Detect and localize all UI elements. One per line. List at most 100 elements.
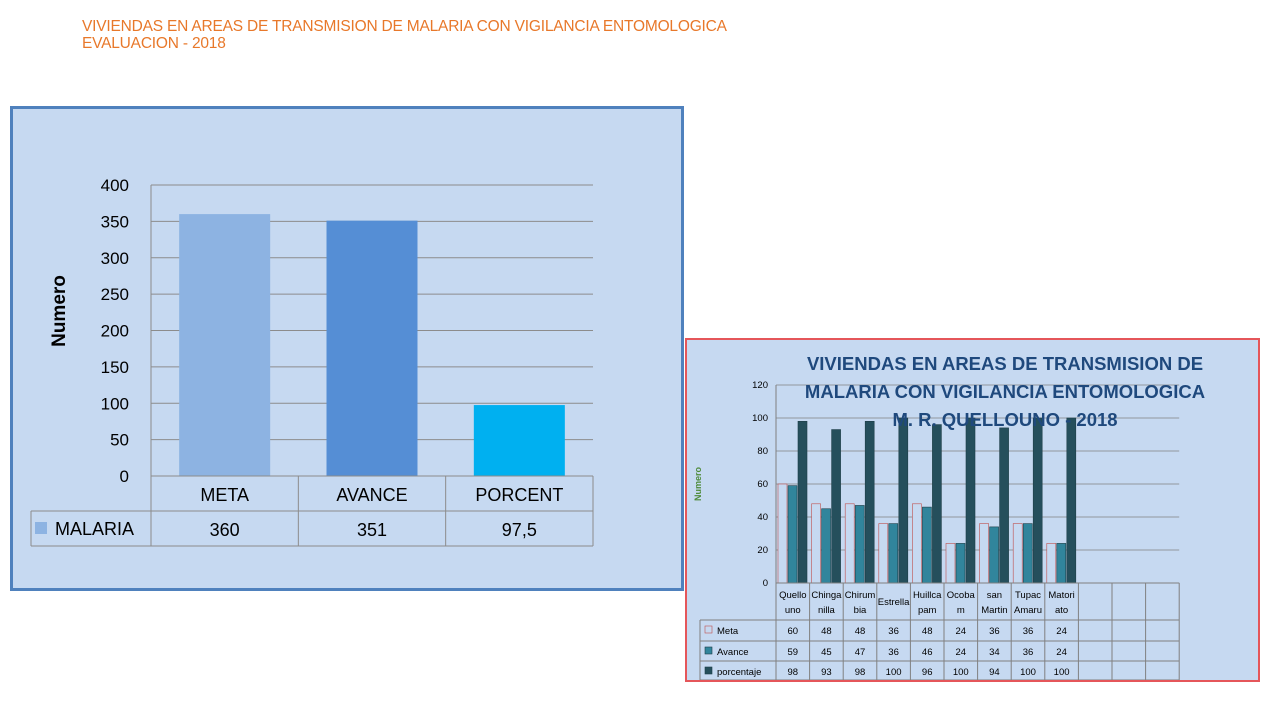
y-tick-label: 60 [757, 479, 768, 490]
y-tick-label: 400 [101, 176, 129, 195]
legend-swatch [704, 625, 713, 634]
data-table-value: 351 [357, 520, 387, 540]
category-label: PORCENT [475, 485, 563, 505]
bar [1012, 523, 1023, 584]
bar [945, 543, 956, 584]
bar [1032, 417, 1043, 584]
legend-swatch [704, 646, 713, 655]
data-table-value: 36 [888, 647, 899, 658]
bar [1046, 543, 1057, 584]
page-title-line-2: EVALUACION - 2018 [82, 35, 226, 52]
category-label: ato [1055, 605, 1068, 616]
data-table-value: 100 [1020, 667, 1036, 678]
y-tick-label: 150 [101, 358, 129, 377]
bar [1022, 523, 1033, 584]
bar [912, 503, 922, 584]
legend-label: MALARIA [55, 519, 134, 539]
y-axis-label: Numero [49, 275, 70, 347]
data-table-value: 24 [956, 626, 967, 637]
category-label: Martin [981, 605, 1007, 616]
data-table-value: 48 [855, 626, 866, 637]
bar [955, 543, 966, 584]
chart-title-line: VIVIENDAS EN AREAS DE TRANSMISION DE [807, 353, 1203, 374]
data-table-value: 100 [953, 667, 969, 678]
legend-swatch [35, 522, 47, 534]
category-label: Matori [1048, 590, 1074, 601]
data-table-value: 46 [922, 647, 933, 658]
malaria-summary-chart: 0 50 100 150 200 250 300 350 400 META AVANCE PORCEN… [30, 176, 594, 547]
y-axis-label: Numero [693, 467, 703, 502]
chart-title-line: M. R. QUELLOUNO - 2018 [892, 409, 1117, 430]
data-table-value: 60 [788, 626, 799, 637]
bar [811, 503, 821, 584]
legend-label: porcentaje [717, 667, 761, 678]
category-label: Chinga [811, 590, 842, 601]
bar [989, 526, 999, 584]
category-label: pam [918, 605, 937, 616]
bar [864, 421, 875, 584]
bar [999, 427, 1009, 584]
data-table-value: 24 [956, 647, 967, 658]
data-table-value: 98 [788, 667, 799, 678]
data-table-value: 94 [989, 667, 1000, 678]
data-table-value: 100 [1054, 667, 1070, 678]
chart-title-line: MALARIA CON VIGILANCIA ENTOMOLOGICA [805, 381, 1205, 402]
quellouno-chart-panel: 0 20 40 60 80 100 120 VIVIENDAS EN AREAS DE TRA… [685, 338, 1260, 682]
y-tick-label: 350 [101, 212, 129, 231]
category-label: Huillca [913, 590, 942, 601]
y-tick-label: 100 [752, 413, 768, 424]
data-table-value: 48 [821, 626, 832, 637]
data-table-value: 97,5 [502, 520, 537, 540]
data-table-value: 24 [1056, 626, 1067, 637]
category-label: Ocoba [947, 590, 976, 601]
bar [326, 220, 418, 476]
y-tick-label: 200 [101, 322, 129, 341]
y-tick-label: 40 [757, 512, 768, 523]
bar [787, 485, 798, 584]
category-label: nilla [818, 605, 836, 616]
data-table-value: 24 [1056, 647, 1067, 658]
bar [1066, 417, 1077, 584]
data-table-value: 47 [855, 647, 866, 658]
bar [932, 424, 942, 584]
y-tick-label: 100 [101, 394, 129, 413]
bar [922, 506, 932, 584]
category-label: AVANCE [336, 485, 407, 505]
data-table-value: 45 [821, 647, 832, 658]
y-tick-label: 0 [763, 578, 768, 589]
bar [821, 508, 831, 584]
quellouno-chart: 0 20 40 60 80 100 120 VIVIENDAS EN AREAS DE TRA… [693, 353, 1205, 681]
y-tick-label: 50 [110, 431, 129, 450]
data-table-value: 36 [1023, 626, 1034, 637]
category-label: Quello [779, 590, 806, 601]
y-tick-label: 20 [757, 545, 768, 556]
data-table-value: 34 [989, 647, 1000, 658]
bar [844, 503, 855, 584]
category-label: bia [854, 605, 867, 616]
data-table-value: 48 [922, 626, 933, 637]
data-table-value: 360 [210, 520, 240, 540]
category-label: Chirum [845, 590, 876, 601]
category-label: Amaru [1014, 605, 1042, 616]
bar [898, 417, 909, 584]
data-table-value: 36 [888, 626, 899, 637]
bar [878, 523, 889, 584]
data-table-value: 96 [922, 667, 933, 678]
bar [473, 405, 565, 476]
category-label: Estrella [878, 597, 910, 608]
category-label: Tupac [1015, 590, 1041, 601]
category-label: m [957, 605, 965, 616]
bar [797, 421, 808, 584]
data-table-value: 36 [989, 626, 1000, 637]
data-table-value: 98 [855, 667, 866, 678]
y-tick-label: 120 [752, 380, 768, 391]
bar [965, 417, 976, 584]
legend-label: Avance [717, 647, 749, 658]
page-title: VIVIENDAS EN AREAS DE TRANSMISION DE MAL… [82, 18, 982, 52]
y-tick-label: 80 [757, 446, 768, 457]
bar [777, 483, 788, 584]
data-table-value: 59 [788, 647, 799, 658]
bar [888, 523, 899, 584]
bar [979, 523, 989, 584]
legend-label: Meta [717, 626, 739, 637]
